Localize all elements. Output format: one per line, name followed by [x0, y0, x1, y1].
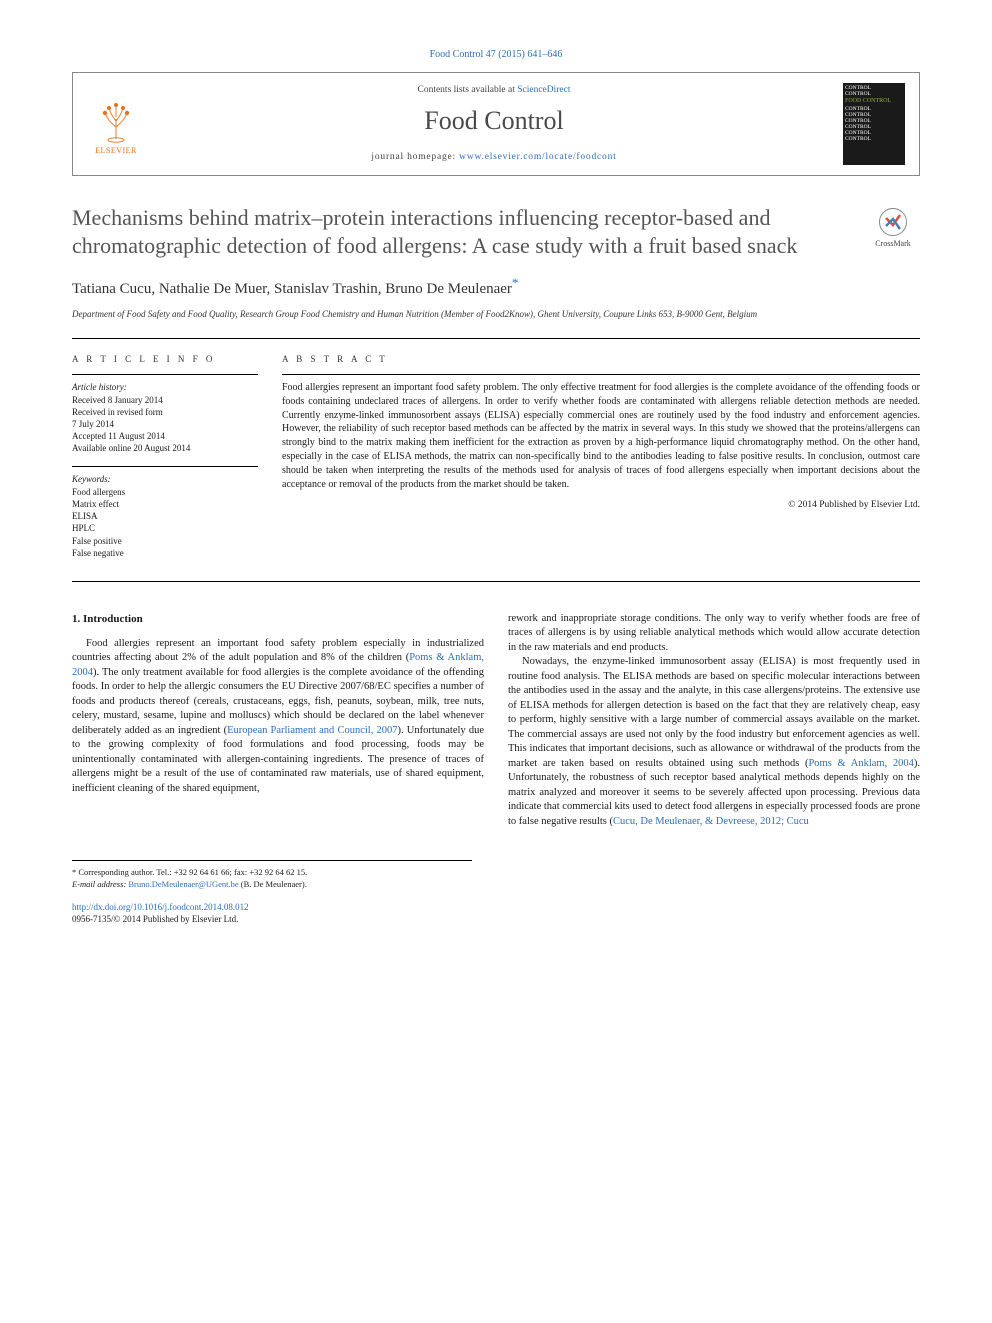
history-line: Received 8 January 2014	[72, 394, 258, 406]
article-title: Mechanisms behind matrix–protein interac…	[72, 204, 852, 260]
crossmark-label: CrossMark	[875, 239, 911, 248]
abstract-heading: A B S T R A C T	[282, 353, 920, 366]
article-info-heading: A R T I C L E I N F O	[72, 353, 258, 366]
keyword: Matrix effect	[72, 498, 258, 510]
citation-link[interactable]: Cucu, De Meulenaer, & Devreese, 2012; Cu…	[613, 816, 809, 827]
keyword: HPLC	[72, 522, 258, 534]
elsevier-logo: ELSEVIER	[87, 92, 145, 156]
authors-names: Tatiana Cucu, Nathalie De Muer, Stanisla…	[72, 281, 512, 297]
keyword: Food allergens	[72, 486, 258, 498]
cover-line: CONTROL	[845, 136, 903, 142]
body-text: Nowadays, the enzyme-linked immunosorben…	[508, 656, 920, 768]
header-center: Contents lists available at ScienceDirec…	[161, 84, 827, 165]
corresponding-marker: *	[512, 275, 519, 290]
email-suffix: (B. De Meulenaer).	[241, 879, 307, 889]
crossmark-badge[interactable]: CrossMark	[866, 204, 920, 249]
cover-line: CONTROL	[845, 91, 903, 97]
body-two-columns: 1. Introduction Food allergies represent…	[72, 612, 920, 926]
article-history-label: Article history:	[72, 381, 258, 394]
title-row: Mechanisms behind matrix–protein interac…	[72, 204, 920, 260]
issn-line: 0956-7135/© 2014 Published by Elsevier L…	[72, 914, 484, 926]
divider	[72, 338, 920, 339]
sciencedirect-link[interactable]: ScienceDirect	[517, 85, 570, 95]
history-line: Available online 20 August 2014	[72, 442, 258, 454]
body-paragraph: Nowadays, the enzyme-linked immunosorben…	[508, 655, 920, 829]
body-paragraph: rework and inappropriate storage conditi…	[508, 612, 920, 655]
cover-line: FOOD CONTROL	[845, 98, 903, 105]
history-line: Received in revised form	[72, 406, 258, 418]
abstract-copyright: © 2014 Published by Elsevier Ltd.	[282, 499, 920, 512]
contents-list-line: Contents lists available at ScienceDirec…	[161, 84, 827, 97]
doi-block: http://dx.doi.org/10.1016/j.foodcont.201…	[72, 902, 484, 925]
running-head: Food Control 47 (2015) 641–646	[72, 48, 920, 62]
body-paragraph: Food allergies represent an important fo…	[72, 637, 484, 796]
article-info-column: A R T I C L E I N F O Article history: R…	[72, 353, 258, 570]
elsevier-tree-icon	[93, 99, 139, 145]
crossmark-icon	[879, 208, 907, 236]
corr-email-line: E-mail address: Bruno.DeMeulenaer@UGent.…	[72, 879, 472, 890]
affiliation: Department of Food Safety and Food Quali…	[72, 308, 920, 320]
info-abstract-row: A R T I C L E I N F O Article history: R…	[72, 353, 920, 570]
corr-email-link[interactable]: Bruno.DeMeulenaer@UGent.be	[128, 879, 238, 889]
journal-header: ELSEVIER Contents lists available at Sci…	[72, 72, 920, 176]
citation-link[interactable]: European Parliament and Council, 2007	[227, 725, 397, 736]
authors-line: Tatiana Cucu, Nathalie De Muer, Stanisla…	[72, 274, 920, 300]
corr-author-line: * Corresponding author. Tel.: +32 92 64 …	[72, 867, 472, 878]
section-heading-intro: 1. Introduction	[72, 612, 484, 627]
keywords-label: Keywords:	[72, 473, 258, 486]
journal-name: Food Control	[161, 103, 827, 139]
abstract-column: A B S T R A C T Food allergies represent…	[282, 353, 920, 570]
keywords-block: Keywords: Food allergens Matrix effect E…	[72, 466, 258, 558]
article-history-block: Article history: Received 8 January 2014…	[72, 374, 258, 454]
email-label: E-mail address:	[72, 879, 126, 889]
divider	[72, 581, 920, 582]
history-line: Accepted 11 August 2014	[72, 430, 258, 442]
keyword: False positive	[72, 535, 258, 547]
citation-link[interactable]: Poms & Anklam, 2004	[808, 758, 913, 769]
journal-homepage-link[interactable]: www.elsevier.com/locate/foodcont	[459, 152, 616, 162]
homepage-line: journal homepage: www.elsevier.com/locat…	[161, 151, 827, 164]
elsevier-wordmark: ELSEVIER	[95, 145, 137, 156]
homepage-prefix: journal homepage:	[371, 152, 459, 162]
doi-link[interactable]: http://dx.doi.org/10.1016/j.foodcont.201…	[72, 902, 249, 912]
contents-prefix: Contents lists available at	[417, 85, 517, 95]
abstract-text: Food allergies represent an important fo…	[282, 374, 920, 491]
corresponding-author-footnote: * Corresponding author. Tel.: +32 92 64 …	[72, 860, 472, 890]
keyword: False negative	[72, 547, 258, 559]
history-line: 7 July 2014	[72, 418, 258, 430]
keyword: ELISA	[72, 510, 258, 522]
journal-cover-thumb: CONTROL CONTROL FOOD CONTROL CONTROL CON…	[843, 83, 905, 165]
